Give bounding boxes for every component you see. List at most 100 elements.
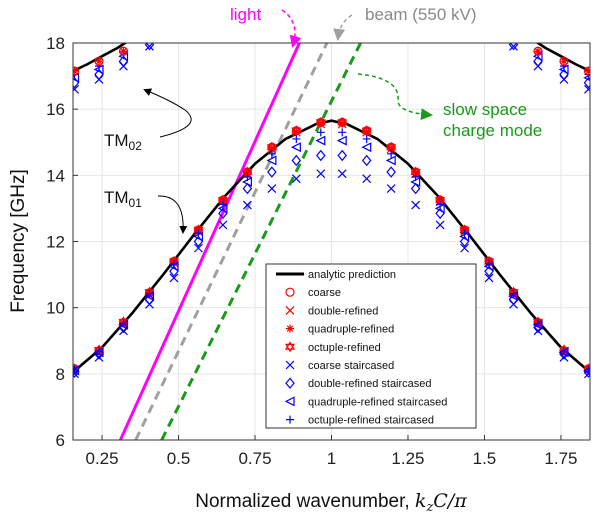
point-octuple-refined <box>361 125 372 137</box>
point-tm02-refined <box>533 47 542 56</box>
point-coarse-staircased <box>559 352 569 362</box>
point-octuple-refined-staircased <box>316 128 325 137</box>
point-quadruple-refined <box>411 168 420 177</box>
point-coarse-staircased <box>94 352 104 362</box>
x-tick-label: 0.75 <box>238 449 271 468</box>
point-octuple-refined-staircased <box>533 319 542 328</box>
legend-label: coarse <box>308 287 341 299</box>
point-coarse-staircased <box>194 243 203 253</box>
series-line-analytic-prediction <box>73 119 590 374</box>
point-octuple-refined-staircased <box>559 347 568 356</box>
point-octuple-refined <box>386 141 397 153</box>
annotation-space-charge-line1: slow space <box>443 100 527 119</box>
point-tm02-coarse <box>533 46 543 56</box>
point-quadruple-refined <box>243 168 252 177</box>
point-coarse-staircased <box>267 184 277 193</box>
point-octuple-refined-staircased <box>218 200 227 209</box>
point-tm02-coarse-staircased <box>73 84 79 94</box>
legend-label: coarse staircased <box>308 360 394 372</box>
point-tm02-refined <box>584 67 590 76</box>
point-octuple-refined-staircased <box>119 319 128 328</box>
annotation-beam-arrow <box>333 14 353 41</box>
legend-label: analytic prediction <box>308 269 396 281</box>
point-octuple-refined-staircased <box>460 229 469 238</box>
point-coarse-staircased <box>460 243 469 253</box>
point-double-refined-staircased <box>73 366 80 378</box>
y-axis-label: Frequency [GHz] <box>8 169 29 313</box>
legend-symbol <box>286 415 294 424</box>
series-line-analytic-prediction <box>535 43 590 73</box>
x-tick-label: 1.75 <box>544 449 577 468</box>
legend-box <box>265 263 477 429</box>
point-double-refined-staircased <box>361 154 372 167</box>
point-coarse-staircased <box>169 273 179 283</box>
x-axis-label-k: k <box>415 490 427 512</box>
x-axis-label-text: Normalized wavenumber, <box>195 491 415 512</box>
axis-ticks: 0.25 0.5 0.75 1 1.25 1.5 1.75 6 8 10 12 14 16 18 <box>46 34 577 468</box>
point-double-refined-staircased <box>337 149 347 162</box>
point-tm02-coarse <box>583 66 590 76</box>
point-tm02-coarse <box>73 66 80 76</box>
annotation-space-charge-line2: charge mode <box>443 121 542 140</box>
point-coarse-staircased <box>435 220 445 230</box>
legend-label: double-refined staircased <box>308 378 432 390</box>
point-octuple-refined-staircased <box>267 149 276 158</box>
point-coarse-staircased <box>411 200 421 210</box>
point-octuple-refined-staircased <box>387 149 396 158</box>
point-double-refined-staircased <box>316 149 326 162</box>
x-tick-label: 1.25 <box>391 449 424 468</box>
series-line-analytic-prediction <box>73 43 128 73</box>
point-double-refined-staircased <box>508 293 519 306</box>
annotation-tm01: TM01 <box>104 188 142 210</box>
point-octuple-refined-staircased <box>362 134 371 143</box>
point-octuple-refined-staircased <box>73 365 79 374</box>
point-coarse-staircased <box>386 184 396 193</box>
point-coarse-staircased <box>362 174 372 184</box>
series-line-light <box>119 43 301 440</box>
point-double-refined-staircased <box>291 154 302 167</box>
legend-label: quadruple-refined <box>308 324 394 336</box>
point-coarse-staircased <box>291 174 301 184</box>
y-tick-label: 12 <box>46 233 65 252</box>
point-quadruple-refined-staircased <box>290 142 301 153</box>
point-tm02-coarse <box>559 56 569 66</box>
point-tm02-refined <box>73 67 79 76</box>
y-tick-label: 14 <box>46 166 65 185</box>
annotation-tm02: TM02 <box>104 131 142 153</box>
point-double-refined-staircased <box>386 166 396 178</box>
point-octuple-refined-staircased <box>194 229 203 238</box>
annotation-beam: beam (550 kV) <box>365 5 477 24</box>
annotation-light: light <box>230 5 261 24</box>
point-double-refined-staircased <box>267 166 277 178</box>
point-quadruple-refined-staircased <box>385 155 396 166</box>
x-axis-label-tail: C/π <box>433 490 467 512</box>
y-tick-label: 16 <box>46 100 65 119</box>
x-axis-label-sub: z <box>425 500 433 515</box>
point-octuple-refined-staircased <box>485 259 494 268</box>
legend-label: quadruple-refined staircased <box>308 396 447 408</box>
legend-items: analytic prediction coarse double-refined q… <box>276 269 447 427</box>
point-quadruple-refined <box>362 127 371 136</box>
point-octuple-refined-staircased <box>95 347 104 356</box>
x-tick-label: 1 <box>327 449 336 468</box>
legend-symbol <box>285 360 295 370</box>
y-tick-label: 18 <box>46 34 65 53</box>
y-tick-label: 8 <box>56 365 65 384</box>
annotation-light-arrow <box>281 9 302 48</box>
x-tick-label: 0.25 <box>86 449 119 468</box>
point-coarse-staircased <box>242 200 252 210</box>
y-tick-label: 10 <box>46 299 65 318</box>
point-coarse-staircased <box>316 169 326 179</box>
legend-symbol <box>285 287 295 297</box>
point-double-refined-staircased <box>242 182 253 195</box>
series-lines <box>119 43 362 440</box>
point-octuple-refined-staircased <box>584 365 590 374</box>
point-octuple-refined <box>291 125 302 137</box>
point-quadruple-refined-staircased <box>336 135 347 146</box>
point-quadruple-refined <box>292 127 301 136</box>
point-coarse-staircased <box>218 220 228 230</box>
legend: analytic prediction coarse double-refined q… <box>265 263 477 429</box>
x-axis-label: Normalized wavenumber, kzC/π <box>195 490 467 515</box>
point-quadruple-refined-staircased <box>361 142 372 153</box>
